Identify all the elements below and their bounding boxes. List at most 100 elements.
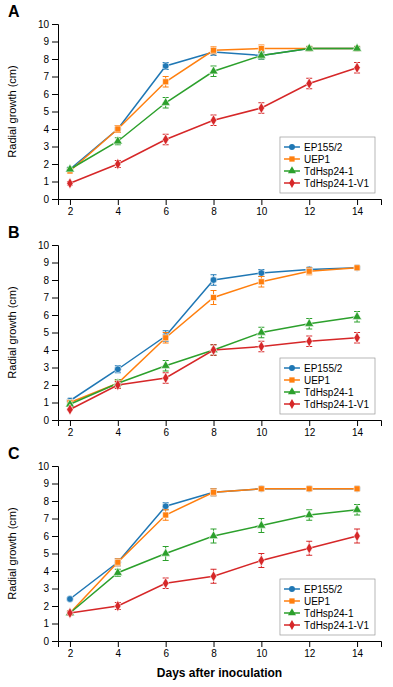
error-bar-cap — [258, 532, 264, 533]
error-bar — [115, 126, 121, 133]
y-tick-label: 8 — [43, 275, 49, 286]
marker — [162, 134, 168, 145]
marker — [306, 268, 312, 274]
error-bar — [115, 559, 121, 566]
marker — [115, 158, 121, 169]
x-tick: 6 — [163, 641, 169, 659]
panel-title: C — [8, 445, 20, 462]
legend-label: TdHsp24-1-V1 — [304, 399, 369, 410]
y-tick-label: 8 — [43, 496, 49, 507]
y-tick-label: 9 — [43, 478, 49, 489]
marker — [115, 379, 121, 390]
y-tick-label: 3 — [43, 583, 49, 594]
y-tick-mark — [52, 112, 58, 113]
marker — [306, 336, 312, 347]
x-tick-mark — [70, 420, 71, 426]
marker — [162, 63, 169, 70]
x-axis-line — [59, 642, 382, 648]
legend-label: EP155/2 — [304, 142, 343, 153]
x-tick-label: 2 — [68, 206, 74, 217]
x-tick-mark — [309, 641, 310, 647]
legend-marker — [289, 399, 295, 409]
marker — [305, 510, 314, 518]
y-tick: 5 — [43, 548, 58, 559]
x-tick-label: 8 — [211, 206, 217, 217]
error-bar — [211, 275, 217, 286]
legend-item: UEP1 — [284, 375, 331, 386]
x-tick-label: 14 — [352, 427, 364, 438]
marker — [161, 548, 170, 556]
marker — [67, 404, 73, 415]
error-bar-cap — [163, 520, 169, 521]
y-tick: 5 — [43, 106, 58, 117]
error-bar — [163, 134, 169, 145]
error-bar — [211, 489, 217, 496]
x-tick-label: 14 — [352, 206, 364, 217]
y-tick: 2 — [43, 380, 58, 391]
error-bar — [163, 578, 169, 589]
marker — [354, 530, 360, 541]
error-bar — [211, 291, 217, 305]
error-bar-cap — [163, 332, 169, 333]
marker — [67, 178, 73, 189]
x-tick: 12 — [304, 641, 316, 659]
y-tick-label: 2 — [43, 380, 49, 391]
error-bar-cap — [163, 371, 169, 372]
legend-marker — [289, 178, 295, 188]
x-tick-label: 4 — [116, 427, 122, 438]
y-tick-mark — [52, 280, 58, 281]
y-tick-mark — [52, 484, 58, 485]
x-tick-mark — [70, 199, 71, 205]
error-bar — [211, 489, 217, 496]
error-bar — [306, 78, 312, 89]
error-bar-cap — [354, 322, 360, 323]
y-tick: 1 — [43, 618, 58, 629]
line — [70, 49, 357, 170]
legend-item: TdHsp24-1-V1 — [284, 399, 369, 410]
error-bar-cap — [306, 520, 312, 521]
marker — [306, 486, 312, 492]
legend-marker — [288, 387, 296, 394]
x-axis: 2468101214 — [59, 641, 382, 659]
error-bar-cap — [115, 144, 121, 145]
x-tick: 10 — [256, 199, 268, 217]
y-tick-mark — [52, 624, 58, 625]
plot-area — [65, 43, 361, 189]
error-bar — [354, 333, 360, 344]
y-tick: 10 — [38, 240, 58, 251]
error-bar-cap — [211, 274, 217, 275]
y-tick: 8 — [43, 496, 58, 507]
y-tick-label: 9 — [43, 257, 49, 268]
error-bar-cap — [211, 543, 217, 544]
y-tick: 9 — [43, 478, 58, 489]
marker — [115, 600, 121, 611]
error-bar — [354, 63, 360, 74]
error-bar-cap — [163, 509, 169, 510]
error-bar-cap — [258, 276, 264, 277]
y-tick-label: 6 — [43, 531, 49, 542]
error-bar-cap — [354, 529, 360, 530]
y-tick-mark — [52, 42, 58, 43]
error-bar — [258, 270, 264, 277]
y-tick-mark — [52, 199, 58, 200]
error-bar-cap — [163, 560, 169, 561]
marker — [162, 578, 168, 589]
marker — [258, 279, 264, 285]
y-tick-mark — [52, 94, 58, 95]
y-tick-label: 9 — [43, 36, 49, 47]
legend: EP155/2UEP1TdHsp24-1TdHsp24-1-V1 — [280, 358, 375, 414]
error-bar-cap — [354, 543, 360, 544]
legend-label: UEP1 — [304, 375, 331, 386]
y-tick-mark — [52, 589, 58, 590]
panel-title: B — [8, 224, 20, 241]
y-tick-label: 1 — [43, 176, 49, 187]
x-tick-label: 2 — [68, 648, 74, 659]
line — [70, 536, 357, 613]
line — [70, 268, 357, 401]
legend-item: TdHsp24-1 — [284, 166, 354, 177]
line — [70, 49, 357, 170]
legend-item: EP155/2 — [284, 142, 343, 153]
x-tick-mark — [166, 420, 167, 426]
line — [70, 268, 357, 403]
x-tick: 14 — [352, 641, 364, 659]
